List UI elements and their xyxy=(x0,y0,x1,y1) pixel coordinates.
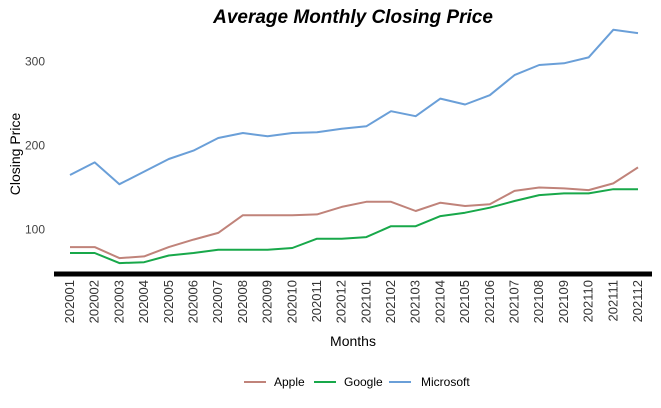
x-tick-label: 202102 xyxy=(383,280,398,323)
y-axis-ticks: 100 200 300 xyxy=(25,55,45,237)
x-tick-label: 202007 xyxy=(210,280,225,323)
x-tick-label: 202101 xyxy=(358,280,373,323)
x-axis-title: Months xyxy=(330,333,376,349)
y-tick-label: 100 xyxy=(25,223,45,237)
x-tick-label: 202010 xyxy=(284,280,299,323)
x-tick-label: 202104 xyxy=(432,280,447,323)
series-line-microsoft xyxy=(69,28,639,186)
x-axis-ticks: 202001 202002 202003 202004 202005 202006 2020… xyxy=(62,280,645,323)
series-lines xyxy=(69,28,639,265)
x-tick-label: 202106 xyxy=(482,280,497,323)
x-tick-label: 202110 xyxy=(581,280,596,322)
x-tick-label: 202109 xyxy=(556,280,571,323)
legend-label-google: Google xyxy=(344,375,383,389)
legend-label-microsoft: Microsoft xyxy=(421,375,470,389)
x-tick-label: 202108 xyxy=(531,280,546,323)
legend-label-apple: Apple xyxy=(274,375,305,389)
x-tick-label: 202004 xyxy=(136,280,151,323)
x-tick-label: 202005 xyxy=(161,280,176,323)
x-tick-label: 202001 xyxy=(62,280,77,323)
y-tick-label: 200 xyxy=(25,139,45,153)
x-tick-label: 202012 xyxy=(334,280,349,323)
x-tick-label: 202111 xyxy=(605,280,620,321)
x-tick-label: 202009 xyxy=(260,280,275,323)
x-tick-label: 202006 xyxy=(186,280,201,323)
x-tick-label: 202112 xyxy=(630,280,645,322)
x-tick-label: 202107 xyxy=(507,280,522,323)
x-tick-label: 202002 xyxy=(87,280,102,323)
chart-title: Average Monthly Closing Price xyxy=(212,7,493,28)
x-tick-label: 202008 xyxy=(235,280,250,323)
legend: Apple Google Microsoft xyxy=(244,375,470,389)
series-line-apple xyxy=(70,166,639,260)
y-axis-title: Closing Price xyxy=(7,113,23,196)
y-tick-label: 300 xyxy=(25,55,45,69)
series-line-google xyxy=(70,188,638,265)
x-tick-label: 202103 xyxy=(408,280,423,323)
x-tick-label: 202011 xyxy=(309,280,324,322)
x-tick-label: 202105 xyxy=(457,280,472,323)
x-tick-label: 202003 xyxy=(111,280,126,323)
